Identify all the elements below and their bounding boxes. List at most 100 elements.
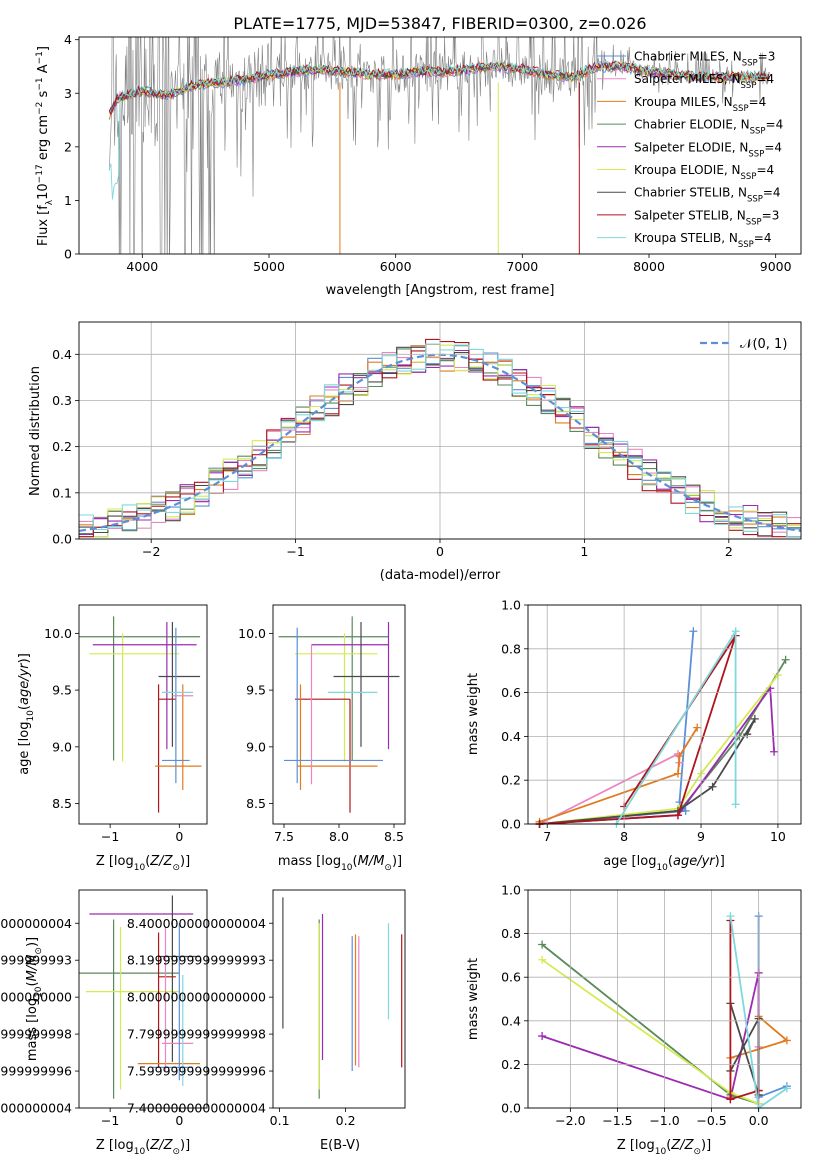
label-part: Z/Z <box>149 854 173 869</box>
legend-label-6: Chabrier STELIB, NSSP=4 <box>634 186 781 205</box>
y-tick-label: 8.5 <box>246 796 266 811</box>
y-tick-label: 10.0 <box>44 626 72 641</box>
weight-marker-4 <box>538 1032 547 1041</box>
y-tick-label: 0.2 <box>501 1057 521 1072</box>
label-part: )] <box>701 1138 711 1153</box>
label-part: −1 <box>35 51 45 64</box>
y-tick-label: 7.7999999999999998 <box>0 1027 72 1042</box>
legend-sub: SSP <box>747 195 763 205</box>
age_vs_mass-panel: mass [log10(M/M⊙)] <box>278 616 402 873</box>
legend-label-0: Chabrier MILES, NSSP=3 <box>634 50 775 69</box>
y-tick-label: 7.5999999999999996 <box>127 1064 266 1079</box>
legend-name: Kroupa ELODIE, N <box>634 163 741 177</box>
plots-layer: wavelength [Angstrom, rest frame] Flux [f… <box>0 32 802 1157</box>
x-axis-label: (data-model)/error <box>380 568 501 583</box>
y-tick-label: 3 <box>64 86 72 101</box>
spectrum-axes: 4000 5000 6000 7000 8000 9000 0 1 2 3 4 <box>64 32 792 274</box>
x-tick-label: 0.0 <box>749 1113 769 1128</box>
y-tick-label: 7.4000000000000004 <box>127 1101 266 1116</box>
weight_vs_age-axes: 7 8 9 10 0.0 0.2 0.4 0.6 0.8 1.0 <box>501 598 801 844</box>
age_vs_mass-inner <box>278 616 400 813</box>
y-tick-label: 0.0 <box>501 1101 521 1116</box>
legend-sub: SSP <box>733 104 749 114</box>
x-tick-label: 0 <box>175 829 183 844</box>
x-tick-label: 9000 <box>760 259 792 274</box>
label-part: wavelength [Angstrom, rest frame] <box>326 283 555 298</box>
y-tick-label: 0.0 <box>52 532 72 547</box>
label-part: M/M <box>25 955 40 982</box>
label-part: Flux [f <box>36 205 51 246</box>
x-tick-label: −2 <box>142 544 160 559</box>
y-axis-label: mass weight <box>466 673 481 755</box>
label-part: )] <box>715 854 725 869</box>
x-tick-label: 6000 <box>380 259 412 274</box>
label-part: s <box>36 90 51 101</box>
weight-marker-4 <box>770 747 779 756</box>
x-tick-label: 1 <box>580 544 588 559</box>
mass_vs_EBV-axes: 0.1 0.2 7.4000000000000004 7.59999999999999… <box>127 916 356 1128</box>
x-tick-label: 10 <box>770 829 786 844</box>
figure-title: PLATE=1775, MJD=53847, FIBERID=0300, z=0… <box>233 14 646 33</box>
y-tick-label: 0 <box>64 247 72 262</box>
label-part: age/yr <box>673 854 716 869</box>
spectrum-inner <box>108 37 770 254</box>
weight-marker-8 <box>731 800 740 809</box>
legend-eq: =4 <box>756 72 774 86</box>
legend-eq: =4 <box>766 118 784 132</box>
label-part: Z [log <box>96 1138 134 1153</box>
label-part: ( <box>17 705 32 710</box>
legend-eq: =3 <box>758 50 776 64</box>
label-part: age [log <box>17 722 32 775</box>
weight-marker-0 <box>689 627 698 636</box>
x-tick-label: 8.5 <box>384 829 404 844</box>
legend-eq: =4 <box>763 186 781 200</box>
gaussian-legend-label: 𝒩(0, 1) <box>740 337 787 352</box>
label-part: ( <box>145 854 150 869</box>
legend-label-4: Salpeter ELODIE, NSSP=4 <box>634 140 782 159</box>
x-tick-label: 0.1 <box>270 1113 290 1128</box>
label-part: ( <box>145 1138 150 1153</box>
label-part: Z [log <box>96 854 134 869</box>
legend-eq: =4 <box>756 163 774 177</box>
mass_vs_EBV-frame <box>272 889 406 1109</box>
label-part: Normed distribution <box>28 366 43 496</box>
y-axis-label: Normed distribution <box>28 366 43 496</box>
x-tick-label: −1 <box>101 829 119 844</box>
x-tick-label: 4000 <box>126 259 158 274</box>
weight-marker-2 <box>675 752 684 761</box>
weight-marker-8 <box>782 1084 791 1093</box>
age_vs_Z-inner <box>79 616 202 813</box>
x-axis-label: Z [log10(Z/Z⊙)] <box>96 1138 190 1157</box>
x-tick-label: 7.5 <box>274 829 294 844</box>
y-tick-label: 9.5 <box>52 683 72 698</box>
x-tick-label: −0.5 <box>696 1113 726 1128</box>
label-part: M/M <box>358 854 385 869</box>
age_vs_mass-axes: 7.5 8.0 8.5 8.5 9.0 9.5 10.0 <box>238 626 404 844</box>
weight-line-8 <box>615 628 737 825</box>
label-part: ( <box>666 1138 671 1153</box>
label-part: −2 <box>35 102 45 115</box>
legend-sub: SSP <box>741 172 757 182</box>
y-axis-label: mass weight <box>466 958 481 1040</box>
y-tick-label: 9.0 <box>52 739 72 754</box>
label-part: ( <box>353 854 358 869</box>
label-part: −17 <box>35 164 45 183</box>
y-tick-label: 0.3 <box>52 393 72 408</box>
label-part: 10 <box>26 710 36 722</box>
legend-name: Kroupa MILES, N <box>634 95 733 109</box>
legend-sub: SSP <box>750 127 766 137</box>
legend-name: Salpeter STELIB, N <box>634 208 746 222</box>
label-part: Z [log <box>617 1138 655 1153</box>
y-tick-label: 8.4000000000000004 <box>127 916 266 931</box>
label-part: 10 <box>655 1147 667 1157</box>
legend-sub: SSP <box>746 217 762 227</box>
label-part: A <box>36 64 51 77</box>
label-part: age/yr <box>17 662 32 705</box>
x-tick-label: 0 <box>436 544 444 559</box>
label-part: E(B-V) <box>320 1138 360 1153</box>
label-part: ( <box>668 854 673 869</box>
y-tick-label: 0.0 <box>501 817 521 832</box>
weight-marker-7 <box>673 811 682 820</box>
label-part: )] <box>25 937 40 947</box>
